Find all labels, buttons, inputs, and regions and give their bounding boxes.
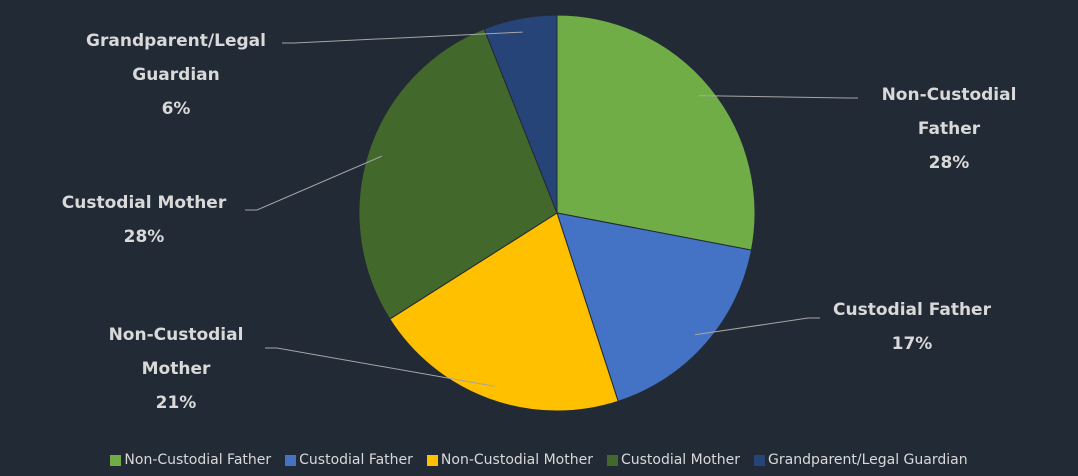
legend-label: Non-Custodial Mother bbox=[440, 452, 593, 468]
legend-swatch bbox=[426, 454, 438, 466]
data-label-value: 21% bbox=[155, 393, 197, 413]
leader-line bbox=[695, 317, 820, 336]
legend-label: Grandparent/Legal Guardian bbox=[768, 452, 968, 468]
data-label-name: Custodial Father bbox=[833, 300, 991, 320]
data-label: Custodial Mother 28% bbox=[34, 186, 254, 254]
pie-slice bbox=[556, 14, 756, 251]
leader-line bbox=[265, 347, 495, 387]
legend-swatch bbox=[754, 454, 766, 466]
legend-label: Custodial Father bbox=[299, 452, 413, 468]
pie-slice bbox=[556, 212, 753, 402]
legend-label: Non-Custodial Father bbox=[124, 452, 272, 468]
data-label: Custodial Father 17% bbox=[802, 293, 1022, 361]
data-label-value: 17% bbox=[891, 334, 933, 354]
data-label: Grandparent/Legal Guardian 6% bbox=[66, 24, 286, 126]
leader-line bbox=[245, 155, 383, 211]
pie-slice bbox=[358, 28, 558, 320]
legend-label: Custodial Mother bbox=[620, 452, 741, 468]
legend-swatch bbox=[285, 454, 297, 466]
legend-swatch bbox=[606, 454, 618, 466]
leader-line bbox=[698, 95, 858, 99]
data-label-name: Non-Custodial Father bbox=[881, 85, 1017, 139]
legend-item: Grandparent/Legal Guardian bbox=[754, 452, 968, 468]
legend: Non-Custodial Father Custodial Father Non-… bbox=[0, 452, 1078, 468]
leader-line bbox=[282, 31, 523, 44]
legend-item: Custodial Father bbox=[285, 452, 413, 468]
data-label-value: 28% bbox=[928, 153, 970, 173]
data-label-name: Non-Custodial Mother bbox=[108, 325, 244, 379]
legend-item: Custodial Mother bbox=[606, 452, 741, 468]
legend-swatch bbox=[110, 454, 122, 466]
data-label-name: Grandparent/Legal Guardian bbox=[86, 31, 266, 85]
pie-slice bbox=[483, 14, 558, 214]
pie-slice bbox=[389, 212, 619, 412]
data-label-value: 6% bbox=[161, 99, 191, 119]
legend-item: Non-Custodial Father bbox=[110, 452, 271, 468]
data-label-name: Custodial Mother bbox=[61, 193, 227, 213]
data-label: Non-Custodial Father 28% bbox=[874, 78, 1024, 180]
data-label: Non-Custodial Mother 21% bbox=[101, 318, 251, 420]
legend-item: Non-Custodial Mother bbox=[426, 452, 593, 468]
data-label-value: 28% bbox=[123, 227, 165, 247]
